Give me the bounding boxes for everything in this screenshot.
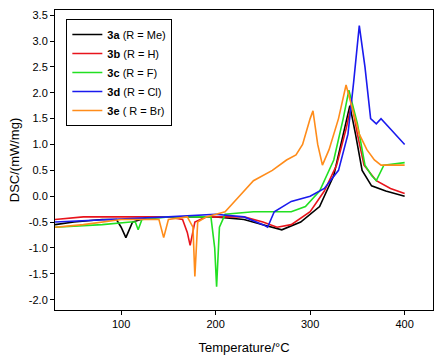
svg-text:-1.0: -1.0 [29,242,48,254]
svg-text:3c (R = F): 3c (R = F) [107,67,157,79]
svg-text:Temperature/°C: Temperature/°C [198,340,289,355]
svg-text:200: 200 [206,318,224,330]
svg-text:3a (R = Me): 3a (R = Me) [107,29,165,41]
svg-text:3.0: 3.0 [33,35,48,47]
svg-text:300: 300 [301,318,319,330]
svg-text:-1.5: -1.5 [29,268,48,280]
svg-text:2.5: 2.5 [33,61,48,73]
svg-text:100: 100 [112,318,130,330]
svg-text:3b (R = H): 3b (R = H) [107,48,159,60]
svg-text:-2.0: -2.0 [29,294,48,306]
svg-text:3.5: 3.5 [33,9,48,21]
svg-text:1.5: 1.5 [33,112,48,124]
svg-text:400: 400 [395,318,413,330]
svg-text:0.5: 0.5 [33,164,48,176]
svg-text:-0.5: -0.5 [29,216,48,228]
svg-text:3e ( R = Br): 3e ( R = Br) [107,105,164,117]
svg-text:3d (R = Cl): 3d (R = Cl) [107,86,161,98]
svg-text:DSC/(mW/mg): DSC/(mW/mg) [7,118,22,203]
svg-text:1.0: 1.0 [33,138,48,150]
svg-text:0.0: 0.0 [33,190,48,202]
svg-text:2.0: 2.0 [33,87,48,99]
